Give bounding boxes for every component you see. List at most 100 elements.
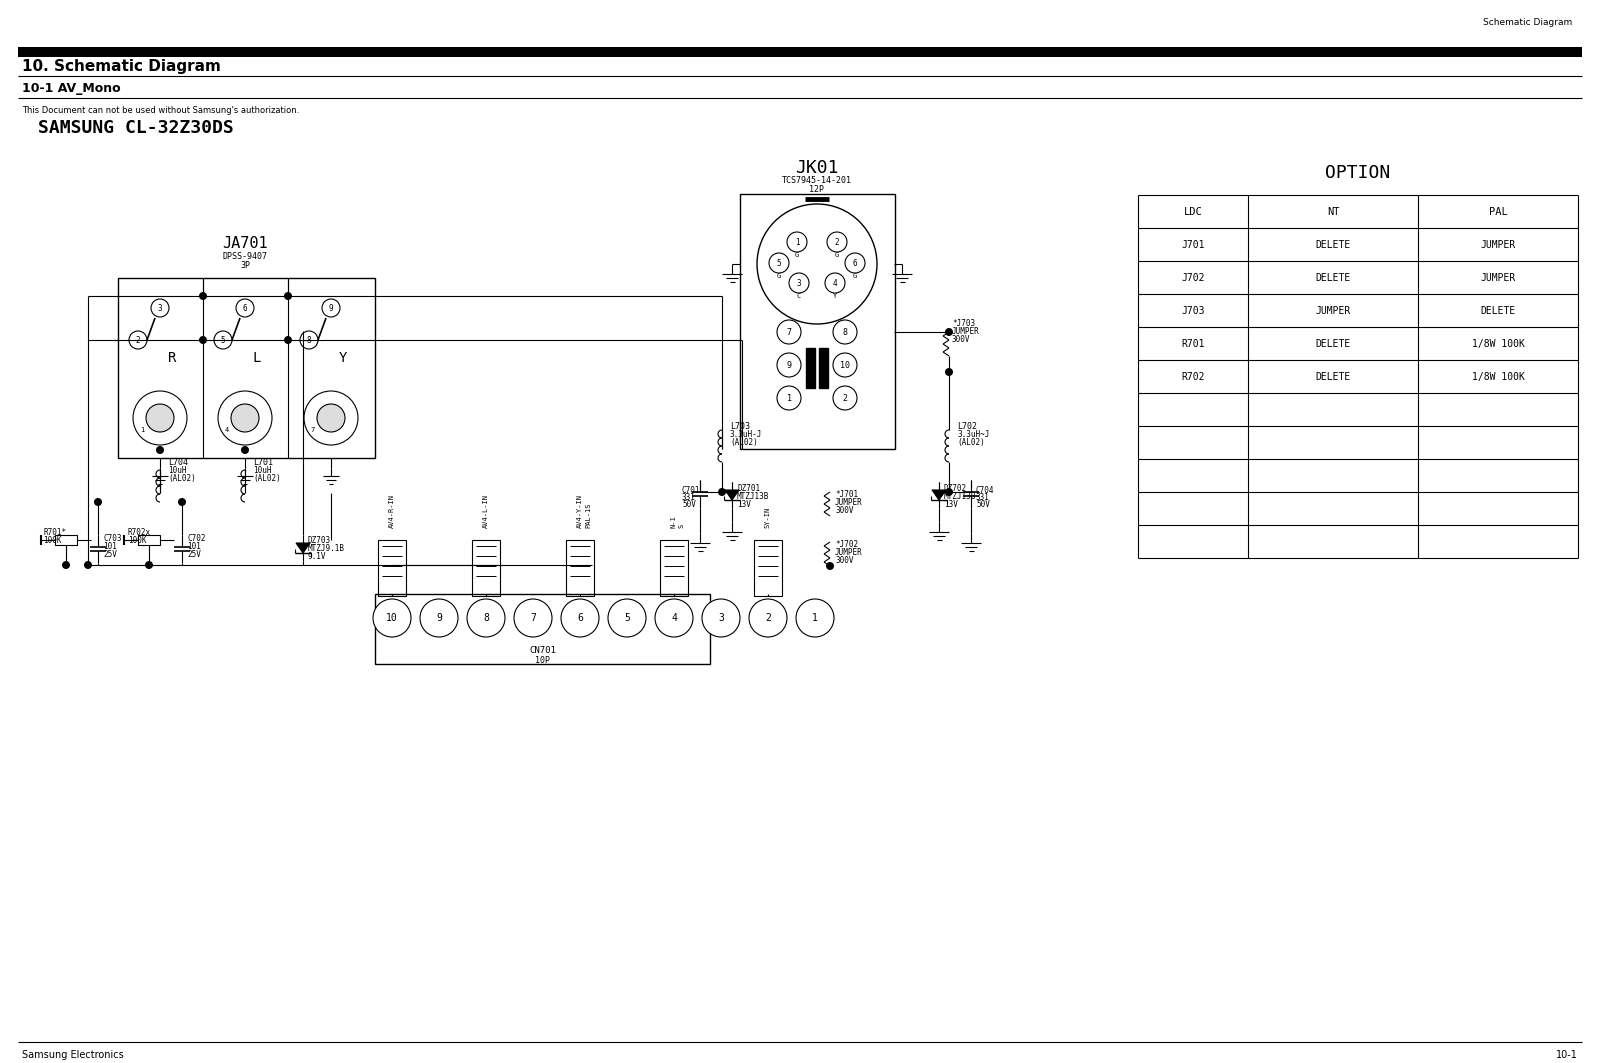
Text: 300V: 300V — [835, 556, 853, 564]
Text: 6: 6 — [243, 304, 248, 313]
Text: G: G — [795, 252, 798, 258]
Text: 300V: 300V — [835, 506, 853, 514]
Text: MTZJ13B: MTZJ13B — [944, 491, 976, 501]
Text: (AL02): (AL02) — [168, 473, 195, 483]
Text: JUMPER: JUMPER — [835, 547, 862, 557]
Text: J701: J701 — [1181, 239, 1205, 250]
Circle shape — [797, 598, 834, 637]
Text: DELETE: DELETE — [1315, 371, 1350, 382]
Text: 7: 7 — [530, 613, 536, 623]
Text: (AL02): (AL02) — [957, 438, 984, 446]
Circle shape — [946, 368, 954, 376]
Circle shape — [757, 204, 877, 324]
Text: 331: 331 — [976, 492, 990, 502]
Circle shape — [749, 598, 787, 637]
Text: 2: 2 — [136, 336, 141, 344]
Bar — [118, 279, 374, 458]
Text: JUMPER: JUMPER — [952, 326, 979, 336]
Text: DELETE: DELETE — [1315, 272, 1350, 283]
Text: SAMSUNG CL-32Z30DS: SAMSUNG CL-32Z30DS — [38, 119, 234, 137]
Text: J703: J703 — [1181, 305, 1205, 316]
Text: 1: 1 — [813, 613, 818, 623]
Circle shape — [130, 331, 147, 349]
Text: JUMPER: JUMPER — [1480, 272, 1515, 283]
Circle shape — [834, 386, 858, 410]
Text: 2: 2 — [843, 393, 848, 403]
Circle shape — [845, 253, 866, 273]
Circle shape — [94, 497, 102, 506]
Text: R701*: R701* — [43, 527, 66, 537]
Text: G: G — [835, 252, 838, 258]
Text: 5: 5 — [776, 258, 781, 268]
Circle shape — [146, 561, 154, 569]
Circle shape — [285, 336, 291, 344]
Circle shape — [373, 598, 411, 637]
Text: 100K: 100K — [128, 536, 147, 544]
Text: 8: 8 — [483, 613, 490, 623]
Text: TCS7945-14-201: TCS7945-14-201 — [782, 175, 851, 185]
Text: 101: 101 — [102, 541, 117, 551]
Bar — [472, 540, 499, 596]
Text: 10: 10 — [386, 613, 398, 623]
Circle shape — [946, 488, 954, 496]
Bar — [566, 540, 594, 596]
Circle shape — [150, 299, 170, 317]
Circle shape — [834, 320, 858, 344]
Text: 2: 2 — [765, 613, 771, 623]
Text: C701: C701 — [682, 486, 701, 494]
Text: AV4-R-IN: AV4-R-IN — [389, 494, 395, 528]
Text: SY-IN: SY-IN — [765, 507, 771, 528]
Circle shape — [146, 404, 174, 432]
Text: 100K: 100K — [43, 536, 61, 544]
Text: 7: 7 — [310, 427, 315, 433]
Circle shape — [178, 497, 186, 506]
Text: JUMPER: JUMPER — [1480, 239, 1515, 250]
Text: 3P: 3P — [240, 260, 250, 270]
Text: 3: 3 — [797, 279, 802, 287]
Circle shape — [946, 328, 954, 336]
Text: DELETE: DELETE — [1315, 338, 1350, 349]
Text: 25V: 25V — [102, 550, 117, 558]
Text: 6: 6 — [853, 258, 858, 268]
Text: CN701: CN701 — [530, 645, 555, 655]
Text: C702: C702 — [187, 534, 205, 542]
Text: AV4-L-IN: AV4-L-IN — [483, 494, 490, 528]
Text: DELETE: DELETE — [1315, 239, 1350, 250]
Circle shape — [608, 598, 646, 637]
Text: 50V: 50V — [682, 500, 696, 508]
Text: 5: 5 — [624, 613, 630, 623]
Text: S: S — [678, 524, 685, 528]
Text: *J702: *J702 — [835, 540, 858, 549]
Text: 25V: 25V — [187, 550, 202, 558]
Text: PAL-1S: PAL-1S — [586, 503, 590, 528]
Circle shape — [718, 488, 726, 496]
Circle shape — [83, 561, 93, 569]
Circle shape — [778, 353, 802, 377]
Text: 13V: 13V — [738, 500, 750, 508]
Bar — [374, 594, 710, 664]
Circle shape — [562, 598, 598, 637]
Circle shape — [834, 353, 858, 377]
Circle shape — [514, 598, 552, 637]
Text: L704: L704 — [168, 457, 189, 467]
Text: G: G — [853, 273, 858, 279]
Text: 6: 6 — [578, 613, 582, 623]
Text: 4: 4 — [832, 279, 837, 287]
Text: 10-1: 10-1 — [1557, 1050, 1578, 1060]
Circle shape — [242, 446, 250, 454]
Text: 331: 331 — [682, 492, 696, 502]
Text: 10uH: 10uH — [253, 466, 272, 474]
Circle shape — [702, 598, 739, 637]
Text: NT: NT — [1326, 206, 1339, 217]
Text: 1: 1 — [787, 393, 792, 403]
Circle shape — [778, 386, 802, 410]
Bar — [754, 540, 782, 596]
Text: (AL02): (AL02) — [730, 438, 758, 446]
Text: L: L — [253, 351, 261, 365]
Circle shape — [301, 331, 318, 349]
Text: 9: 9 — [328, 304, 333, 313]
Text: 8: 8 — [843, 327, 848, 337]
Text: 3: 3 — [718, 613, 723, 623]
Text: C704: C704 — [976, 486, 995, 494]
Text: 10uH: 10uH — [168, 466, 187, 474]
